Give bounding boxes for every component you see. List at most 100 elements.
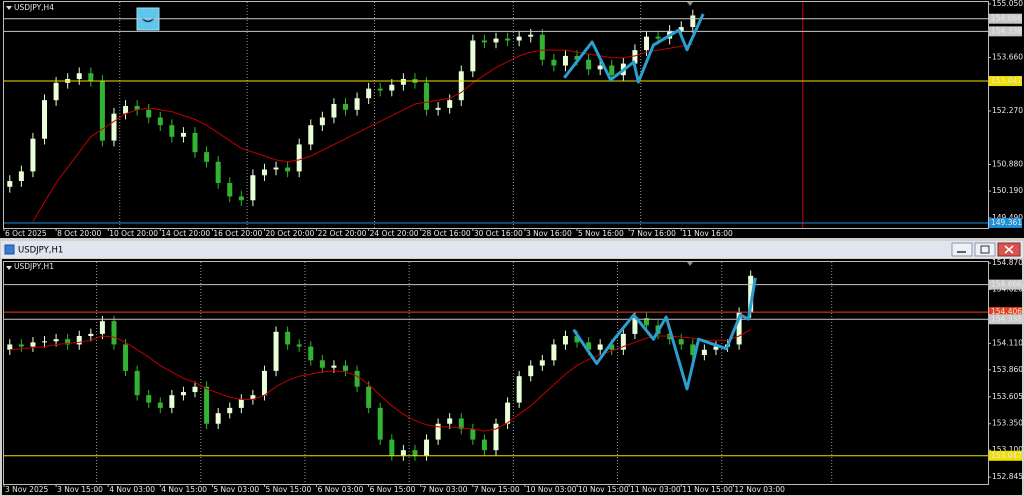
restore-glyph	[980, 245, 990, 254]
candle-body	[169, 125, 175, 137]
candle-body	[505, 38, 511, 41]
candle-body	[377, 407, 383, 440]
candle-body	[400, 450, 406, 456]
candle-body	[146, 395, 152, 403]
candle-body	[227, 407, 233, 414]
x-tick-label: 16 Oct 20:00	[213, 229, 262, 238]
candle-body	[562, 336, 568, 345]
restore-button[interactable]	[974, 242, 996, 257]
candle-body	[192, 386, 198, 393]
candle-body	[701, 349, 707, 356]
candle-body	[308, 125, 314, 145]
h1-shift-marker	[687, 262, 693, 266]
candle-body	[250, 395, 256, 400]
candle-body	[643, 318, 649, 326]
candle-body	[470, 429, 476, 440]
candle-body	[389, 439, 395, 456]
candle-body	[157, 117, 163, 126]
candle-body	[389, 84, 395, 91]
x-tick-label: 4 Nov 03:00	[109, 485, 155, 494]
candle-body	[597, 344, 603, 350]
candle-body	[470, 40, 476, 72]
candle-body	[354, 370, 360, 387]
candle-body	[424, 439, 430, 456]
x-tick-label: 10 Nov 03:00	[526, 485, 577, 494]
y-tick-label: 152.270	[992, 106, 1023, 115]
x-tick-label: 11 Nov 16:00	[682, 229, 733, 238]
price-level-label: 154.338	[991, 314, 1022, 323]
candle-body	[620, 333, 626, 350]
candle-body	[7, 344, 13, 350]
candle-body	[516, 376, 522, 403]
candle-body	[412, 450, 418, 456]
price-level-label: 154.666	[991, 14, 1022, 23]
candle-body	[447, 418, 453, 424]
h1-title-marker	[6, 266, 12, 270]
h1-window-icon	[4, 244, 15, 255]
candle-body	[481, 40, 487, 43]
candle-body	[18, 344, 24, 347]
candle-body	[331, 104, 337, 118]
h4-title: USDJPY,H4	[14, 3, 54, 12]
candle-body	[123, 344, 129, 371]
candle-body	[331, 365, 337, 368]
x-tick-label: 5 Nov 15:00	[265, 485, 311, 494]
y-tick-label: 155.050	[992, 0, 1023, 8]
candle-body	[678, 27, 684, 31]
candle-body	[447, 100, 453, 108]
x-tick-label: 12 Nov 03:00	[734, 485, 785, 494]
price-level-label: 154.406	[991, 307, 1022, 316]
candle-body	[424, 82, 430, 110]
y-tick-label: 154.870	[992, 258, 1023, 267]
candle-body	[192, 132, 198, 153]
minimize-button[interactable]	[951, 242, 973, 257]
close-glyph	[1004, 245, 1014, 254]
candle-body	[42, 341, 48, 343]
x-tick-label: 3 Nov 15:00	[57, 485, 103, 494]
candle-body	[690, 15, 696, 28]
candle-body	[319, 360, 325, 368]
candle-body	[238, 196, 244, 201]
price-level-tag	[989, 307, 1022, 318]
x-tick-label: 28 Oct 16:00	[422, 229, 471, 238]
candle-body	[215, 161, 221, 183]
candle-body	[99, 321, 105, 334]
candle-body	[609, 344, 615, 350]
price-level-tag	[989, 279, 1022, 290]
candle-body	[273, 331, 279, 371]
h4-title-marker	[6, 6, 12, 10]
candle-body	[180, 132, 186, 137]
candle-body	[366, 88, 372, 99]
y-tick-label: 153.860	[992, 365, 1023, 374]
x-tick-label: 5 Nov 16:00	[578, 229, 624, 238]
candle-body	[30, 342, 36, 347]
y-tick-label: 153.660	[992, 52, 1023, 61]
candle-body	[713, 346, 719, 350]
moving-average	[9, 329, 751, 432]
candle-body	[157, 402, 163, 408]
candle-body	[261, 370, 267, 396]
candle-body	[643, 36, 649, 51]
price-level-tag	[989, 13, 1022, 24]
candle-body	[435, 107, 441, 110]
price-level-label: 154.338	[991, 26, 1022, 35]
candle-body	[273, 167, 279, 170]
candle-body	[632, 318, 638, 334]
candle-body	[539, 360, 545, 366]
candle-body	[632, 50, 638, 64]
x-tick-label: 7 Nov 15:00	[474, 485, 520, 494]
candle-body	[53, 339, 59, 342]
candle-body	[238, 399, 244, 408]
candle-body	[678, 339, 684, 345]
h1-titlebar[interactable]	[1, 241, 1023, 258]
candle-body	[123, 105, 129, 114]
candle-body	[134, 105, 140, 110]
price-level-label: 153.047	[991, 451, 1022, 460]
candle-body	[343, 104, 349, 110]
x-tick-label: 24 Oct 20:00	[370, 229, 419, 238]
candle-body	[400, 79, 406, 85]
candle-body	[204, 152, 210, 162]
candle-body	[458, 71, 464, 101]
candle-body	[30, 138, 36, 172]
